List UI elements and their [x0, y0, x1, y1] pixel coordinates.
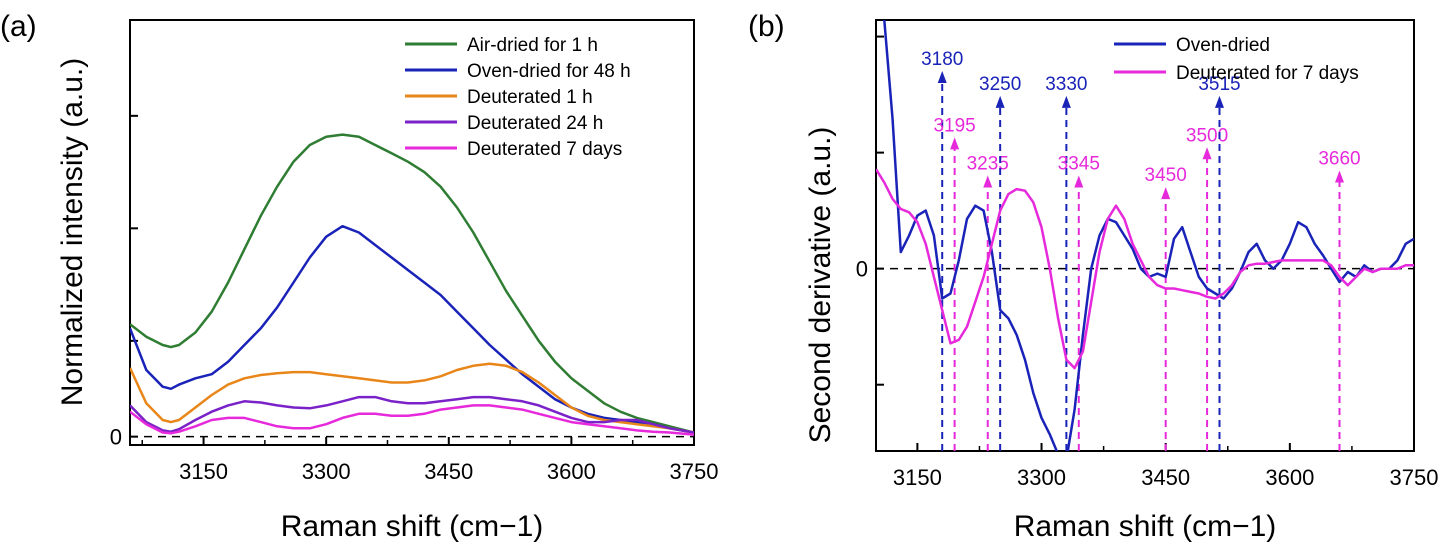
peak-marker-arrow	[1074, 175, 1084, 188]
peak-marker-arrow	[1214, 95, 1224, 108]
peak-annotation: 3195	[933, 115, 976, 451]
x-tick-label: 3750	[670, 459, 719, 484]
x-axis-label: Raman shift (cm−1)	[1014, 510, 1277, 543]
peak-annotation: 3235	[967, 153, 1009, 451]
peak-marker-arrow	[983, 175, 993, 188]
peak-label: 3345	[1058, 153, 1100, 174]
legend-label: Deuterated 24 h	[467, 113, 603, 134]
x-tick-label: 3150	[893, 465, 942, 490]
peak-marker-arrow	[995, 95, 1005, 108]
legend-label: Deuterated for 7 days	[1176, 63, 1359, 84]
peak-annotation: 3330	[1045, 74, 1088, 451]
panel-label: (a)	[0, 10, 37, 43]
peak-label: 3330	[1045, 74, 1087, 95]
x-tick-label: 3600	[1265, 465, 1314, 490]
peak-marker-arrow	[1335, 170, 1345, 183]
plot-frame	[875, 19, 1415, 452]
peak-annotation: 3515	[1198, 74, 1241, 451]
y-tick-label: 0	[856, 257, 868, 282]
series-line-1	[876, 168, 1414, 370]
peak-marker-arrow	[1061, 95, 1071, 108]
legend-label: Oven-dried	[1176, 35, 1270, 56]
peak-label: 3660	[1318, 149, 1360, 170]
x-tick-label: 3300	[1017, 465, 1066, 490]
series-group	[130, 133, 694, 436]
legend: Air-dried for 1 h Oven-dried for 48 h Deut…	[405, 35, 631, 160]
peak-marker-arrow	[1202, 147, 1212, 160]
peak-label: 3250	[979, 74, 1021, 95]
peak-label: 3235	[967, 153, 1009, 174]
x-tick-label: 3300	[302, 459, 351, 484]
y-tick-label: 0	[110, 425, 122, 450]
peak-annotation: 3180	[921, 49, 963, 451]
peak-annotation: 3450	[1145, 165, 1187, 451]
legend-label: Oven-dried for 48 h	[467, 61, 631, 82]
x-axis-label: Raman shift (cm−1)	[281, 510, 544, 543]
y-axis-label: Second derivative (a.u.)	[804, 127, 837, 444]
x-tick-label: 3600	[547, 459, 596, 484]
series-line-4	[130, 404, 694, 436]
legend-label: Deuterated 1 h	[467, 87, 593, 108]
legend: Oven-dried Deuterated for 7 days	[1114, 35, 1359, 84]
series-line-2	[130, 362, 694, 434]
x-tick-label: 3450	[1141, 465, 1190, 490]
series-line-0	[883, 20, 1414, 451]
peak-marker-arrow	[950, 137, 960, 150]
series-group	[876, 20, 1414, 451]
peak-annotation: 3345	[1058, 153, 1100, 451]
x-tick-label: 3450	[424, 459, 473, 484]
legend-label: Deuterated 7 days	[467, 139, 622, 160]
peak-label: 3180	[921, 49, 963, 70]
legend-label: Air-dried for 1 h	[467, 35, 598, 56]
peak-marker-arrow	[1161, 187, 1171, 200]
x-tick-label: 3150	[179, 459, 228, 484]
series-line-1	[130, 224, 694, 434]
peak-label: 3515	[1198, 74, 1240, 95]
panel-label: (b)	[748, 10, 785, 43]
peak-label: 3500	[1186, 125, 1228, 146]
peak-annotation: 3500	[1186, 125, 1228, 451]
chart-panel-0: 3150 3300 3450 3600 3750 0 Raman shift (cm−1) N…	[0, 10, 718, 543]
chart-panel-1: 3150 3300 3450 3600 3750 0 Raman shift (cm−1) S…	[748, 10, 1439, 543]
peak-annotation: 3660	[1318, 149, 1361, 451]
peak-label: 3450	[1145, 165, 1187, 186]
plot-frame	[129, 19, 695, 446]
peak-label: 3195	[933, 115, 975, 136]
peak-annotation: 3250	[979, 74, 1021, 451]
y-axis-label: Normalized intensity (a.u.)	[56, 58, 89, 406]
series-line-3	[130, 395, 694, 434]
x-tick-label: 3750	[1390, 465, 1439, 490]
peak-marker-arrow	[937, 71, 947, 84]
series-line-0	[130, 133, 694, 434]
